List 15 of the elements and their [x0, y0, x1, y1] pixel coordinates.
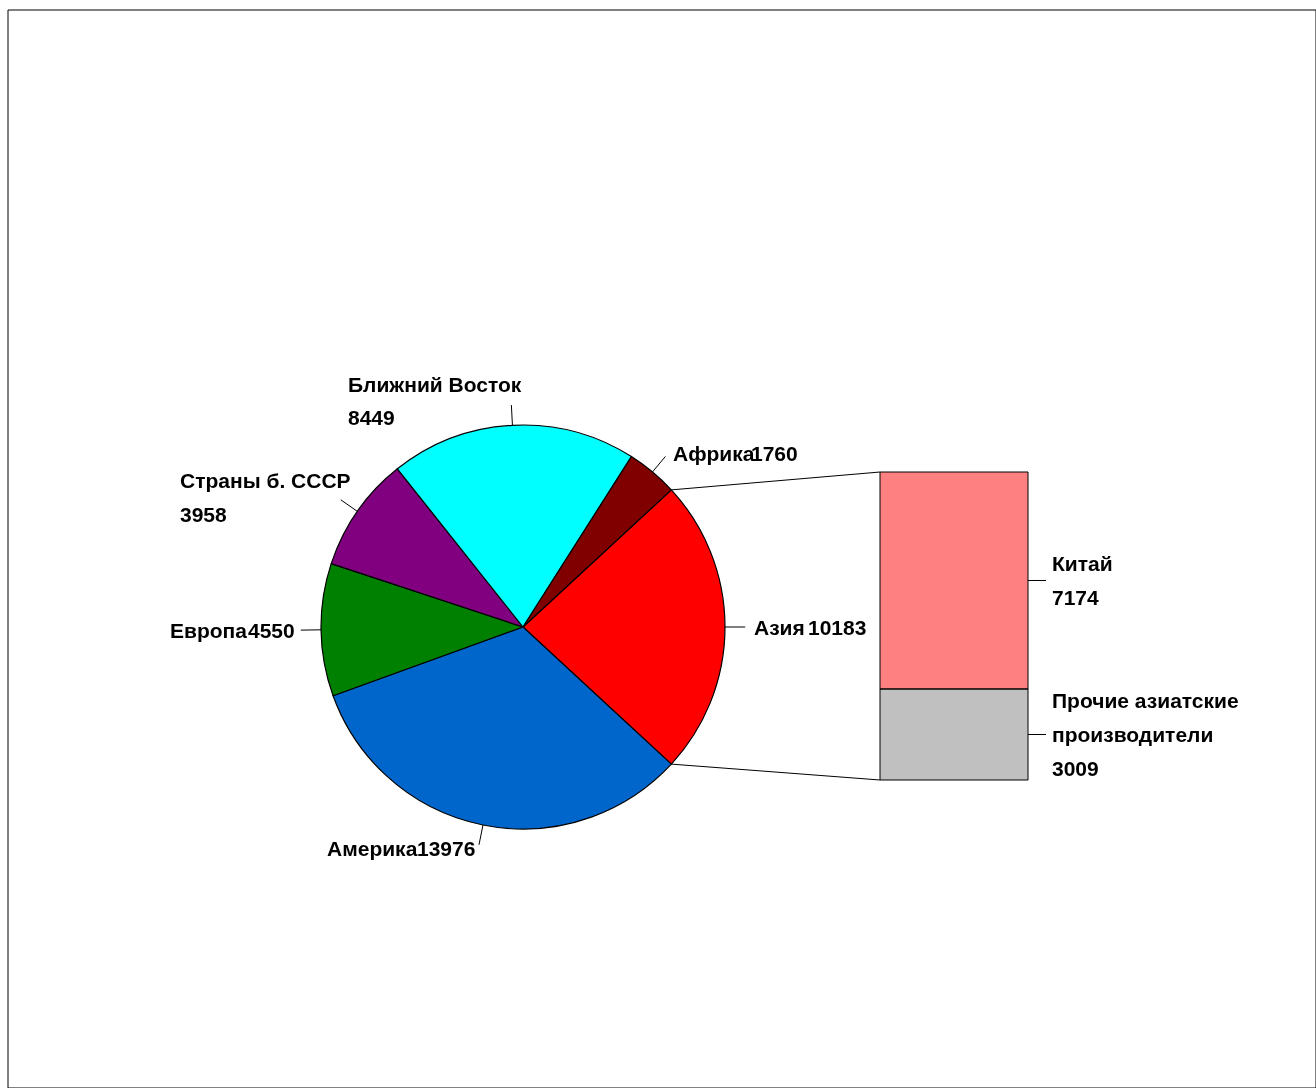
- series-label: Прочие азиатские производители: [1052, 689, 1239, 746]
- data-label: 3958: [180, 503, 228, 526]
- slice-label: Ближний Восток: [348, 373, 522, 396]
- slice-label: Азия: [754, 616, 805, 639]
- data-label: 7174: [1052, 586, 1100, 609]
- slice-label: Америка: [327, 837, 418, 860]
- data-label: 13976: [417, 837, 476, 860]
- data-label: 3009: [1052, 757, 1099, 780]
- slice-label: Страны б. СССР: [180, 469, 351, 492]
- series-label: Китай: [1052, 552, 1113, 575]
- slice-label: Европа: [170, 619, 248, 642]
- data-label: 10183: [808, 616, 867, 639]
- data-label: 4550: [248, 619, 295, 642]
- data-label: 8449: [348, 406, 395, 429]
- data-label: 1760: [751, 442, 798, 465]
